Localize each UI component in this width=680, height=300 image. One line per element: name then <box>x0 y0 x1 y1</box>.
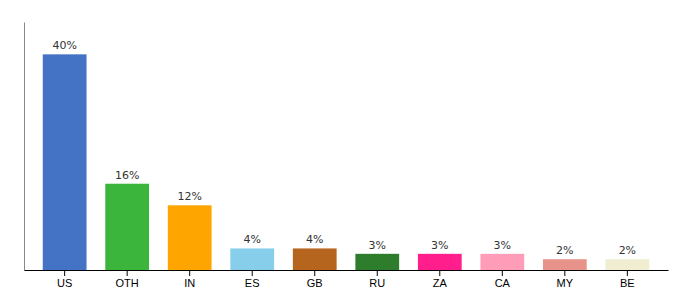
bar <box>418 254 462 270</box>
data-label: 3% <box>431 239 448 252</box>
x-tick: US <box>57 270 72 289</box>
x-tick-label: GB <box>307 277 323 289</box>
x-tick-label: BE <box>620 277 635 289</box>
bar <box>480 254 524 270</box>
bar <box>605 259 649 270</box>
x-tick: IN <box>184 270 195 289</box>
bar <box>543 259 587 270</box>
x-tick-label: CA <box>495 277 511 289</box>
x-axis-line <box>25 270 669 271</box>
x-tick: CA <box>495 270 511 289</box>
data-label: 2% <box>556 244 573 257</box>
x-tick-mark <box>439 270 440 276</box>
x-axis: US OTH IN ES GB RU ZA CA MY BE <box>25 270 669 289</box>
data-label: 4% <box>243 233 260 246</box>
bar <box>293 248 337 270</box>
x-tick-label: ZA <box>433 277 448 289</box>
x-tick-mark <box>627 270 628 276</box>
x-tick-mark <box>189 270 190 276</box>
x-tick: BE <box>620 270 635 289</box>
bar <box>355 254 399 270</box>
x-tick-label: ES <box>245 277 260 289</box>
data-labels: 40% 16% 12% 4% 4% 3% 3% 3% 2% 2% <box>52 39 636 257</box>
x-tick-label: RU <box>369 277 385 289</box>
data-label: 2% <box>619 244 636 257</box>
data-label: 40% <box>52 39 76 52</box>
bar <box>230 248 274 270</box>
data-label: 12% <box>177 190 201 203</box>
x-tick: ES <box>245 270 260 289</box>
x-tick-mark <box>127 270 128 276</box>
x-tick-label: IN <box>184 277 195 289</box>
x-tick-mark <box>502 270 503 276</box>
bar <box>43 54 87 270</box>
x-tick-mark <box>564 270 565 276</box>
x-tick: GB <box>307 270 323 289</box>
plot-area: US OTH IN ES GB RU ZA CA MY BE 40% 16% 12% 4% 4% 3% 3% 3%… <box>25 23 669 289</box>
bar <box>105 184 149 270</box>
chart-container: US OTH IN ES GB RU ZA CA MY BE 40% 16% 12% 4% 4% 3% 3% 3%… <box>0 0 680 300</box>
x-tick-mark <box>64 270 65 276</box>
x-tick: MY <box>557 270 574 289</box>
x-tick-label: MY <box>557 277 574 289</box>
bars <box>43 54 649 270</box>
y-axis-line <box>24 23 25 271</box>
data-label: 4% <box>306 233 323 246</box>
x-tick-label: US <box>57 277 72 289</box>
x-tick: ZA <box>433 270 448 289</box>
data-label: 3% <box>494 239 511 252</box>
bar <box>168 205 212 270</box>
x-tick-mark <box>252 270 253 276</box>
x-tick-mark <box>314 270 315 276</box>
data-label: 16% <box>115 169 139 182</box>
x-tick-mark <box>377 270 378 276</box>
data-label: 3% <box>369 239 386 252</box>
x-tick-label: OTH <box>116 277 139 289</box>
y-axis <box>24 23 25 271</box>
x-tick: OTH <box>116 270 139 289</box>
chart-svg: US OTH IN ES GB RU ZA CA MY BE 40% 16% 12% 4% 4% 3% 3% 3%… <box>0 0 680 300</box>
x-tick: RU <box>369 270 385 289</box>
